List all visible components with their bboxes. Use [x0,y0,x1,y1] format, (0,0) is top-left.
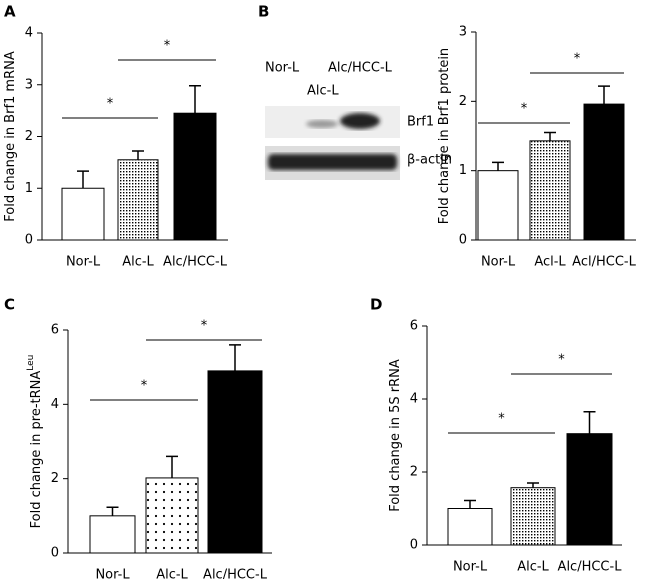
x-tick-label: Nor-L [95,568,130,580]
y-axis-label-text: Fold change in Brf1 mRNA [3,51,18,222]
x-tick-label: Alc/HCC-L [558,560,623,575]
y-tick-label: 3 [25,77,33,92]
error-bar [106,506,119,516]
y-tick-label: 0 [51,546,59,561]
bar [61,187,105,241]
x-tick-label: Alc/HCC-L [163,255,228,270]
significance-label: * [521,102,528,117]
error-bar [598,85,610,105]
y-axis-label-text: Fold change in pre-tRNA [29,371,44,529]
panel-label: C [4,296,15,314]
blot-band [340,113,380,129]
bar [510,487,556,546]
blot-band [306,120,338,128]
y-tick-label: 3 [459,25,467,40]
x-tick-label: Acl/HCC-L [572,255,636,270]
band-label: β-actin [407,153,452,168]
blot-band [268,154,397,170]
y-tick-label: 0 [25,233,33,248]
error-bar [544,131,556,141]
y-axis-label-sup: Leu [26,355,36,371]
y-tick-label: 2 [410,465,418,480]
x-tick-label: Nor-L [66,255,101,270]
y-tick-label: 0 [459,233,467,248]
panel-label: A [4,3,16,21]
x-tick-label: Alc-L [156,568,188,580]
significance-label: * [107,97,114,112]
bar [529,140,571,241]
bar [145,477,199,554]
x-tick-label: Acl-L [534,255,566,270]
error-bar [492,161,504,171]
band-label: Brf1 [407,115,434,130]
significance-label: * [141,379,148,394]
significance-label: * [201,319,208,334]
lane-label: Nor-L [265,61,300,76]
error-bar [189,85,201,114]
error-bar [229,344,241,371]
error-bar [527,482,539,488]
error-bar [464,499,476,509]
x-tick-label: Nor-L [453,560,488,575]
y-tick-label: 4 [51,397,59,412]
bar [89,515,136,554]
y-tick-label: 4 [25,26,33,41]
y-tick-label: 2 [51,471,59,486]
y-tick-label: 1 [459,163,467,178]
y-tick-label: 2 [25,129,33,144]
y-tick-label: 6 [51,323,59,338]
error-bar [166,455,178,478]
significance-label: * [574,52,581,67]
significance-label: * [164,39,171,54]
bar [477,170,519,241]
y-axis-label-text: Fold change in 5S rRNA [388,359,403,512]
bar [583,103,625,241]
y-axis-label: Fold change in 5S rRNA [388,359,403,512]
lane-label: Alc-L [307,84,339,99]
bar [447,508,493,546]
western-blot: Nor-L Alc-L Alc/HCC-L Brf1 β-actin [265,61,452,180]
lane-label: Alc/HCC-L [328,61,393,76]
error-bar [583,411,596,434]
x-tick-label: Alc/HCC-L [203,568,268,580]
significance-label: * [498,412,505,427]
significance-label: * [558,353,565,368]
bar [207,370,263,554]
bar [566,433,613,546]
error-bar [132,150,144,160]
y-axis-label: Fold change in Brf1 mRNA [3,51,18,222]
y-tick-label: 0 [410,538,418,553]
x-tick-label: Alc-L [122,255,154,270]
panel-label: D [370,296,382,314]
y-tick-label: 6 [410,319,418,334]
y-axis-label: Fold change in Brf1 protein [437,48,452,224]
bar [173,112,217,241]
x-tick-label: Nor-L [481,255,516,270]
x-tick-label: Alc-L [517,560,549,575]
y-tick-label: 4 [410,392,418,407]
error-bar [77,170,89,189]
bar [117,159,159,241]
y-tick-label: 1 [25,181,33,196]
y-axis-label-text: Fold change in Brf1 protein [437,48,452,224]
y-tick-label: 2 [459,94,467,109]
panel-label: B [258,3,269,21]
y-axis-label: Fold change in pre-tRNALeu [26,355,44,529]
